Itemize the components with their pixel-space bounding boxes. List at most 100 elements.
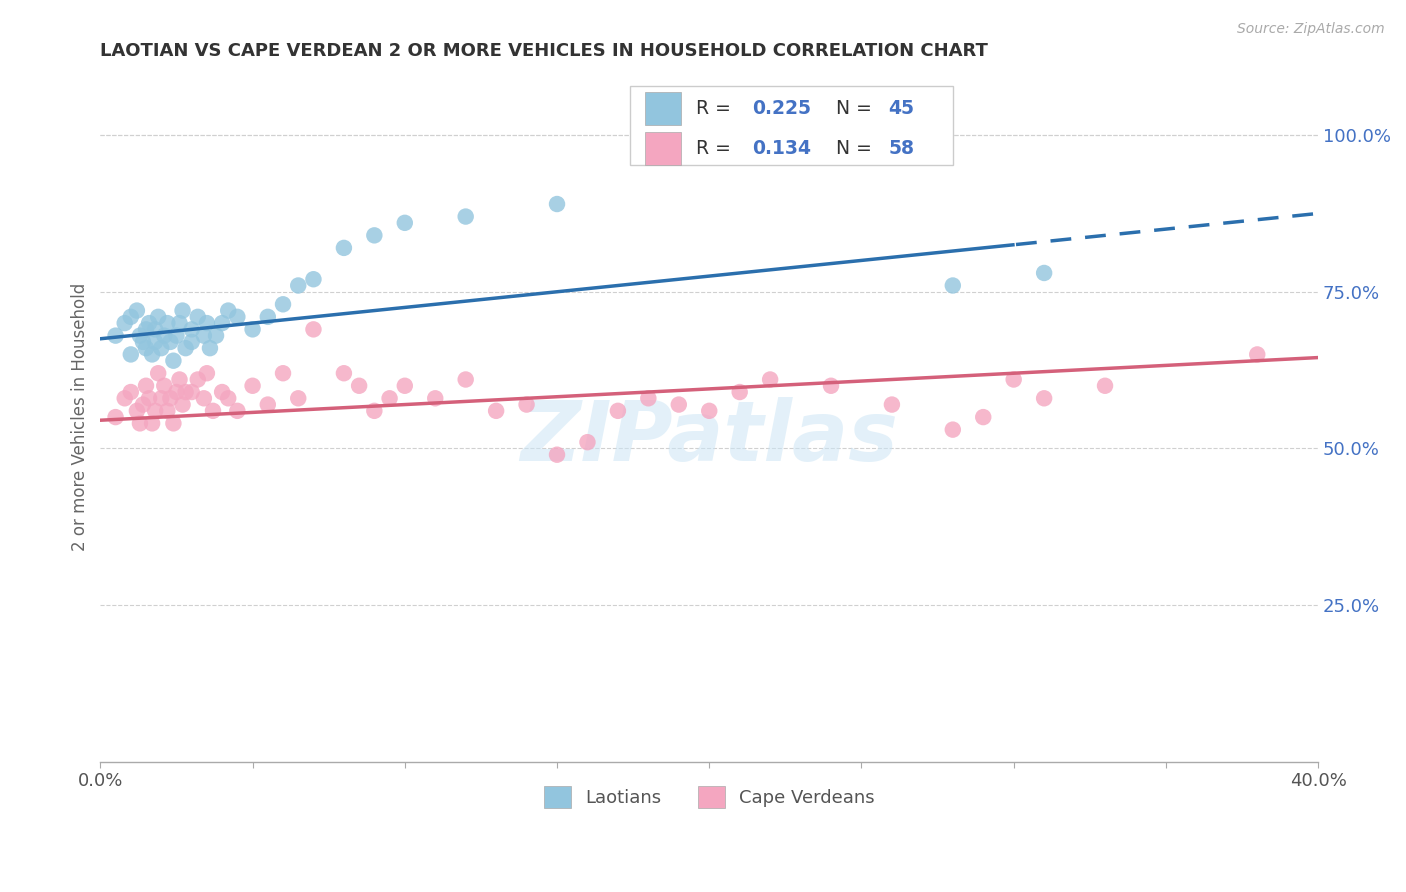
Text: N =: N =	[837, 138, 877, 158]
Point	[972, 410, 994, 425]
Point	[125, 303, 148, 318]
Point	[363, 228, 385, 243]
Point	[193, 392, 215, 406]
Point	[162, 417, 184, 431]
Point	[347, 378, 370, 392]
Point	[135, 341, 157, 355]
Bar	[645, 92, 682, 125]
Point	[114, 392, 136, 406]
Point	[1033, 392, 1056, 406]
Point	[120, 347, 142, 361]
Point	[180, 322, 202, 336]
Point	[333, 241, 356, 255]
Point	[143, 404, 166, 418]
Point	[546, 197, 568, 211]
Point	[668, 398, 690, 412]
Text: N =: N =	[837, 99, 877, 118]
Point	[135, 378, 157, 392]
Point	[187, 310, 209, 324]
Point	[201, 404, 224, 418]
Point	[728, 384, 751, 399]
Point	[211, 384, 233, 399]
Point	[333, 366, 356, 380]
Text: ZIPatlas: ZIPatlas	[520, 397, 898, 478]
Point	[942, 423, 965, 437]
Point	[242, 378, 264, 392]
Point	[104, 328, 127, 343]
Point	[148, 366, 170, 380]
Point	[159, 334, 181, 349]
Point	[1033, 266, 1056, 280]
Point	[150, 392, 173, 406]
Point	[166, 328, 188, 343]
Point	[138, 392, 160, 406]
Point	[193, 328, 215, 343]
Point	[759, 372, 782, 386]
Point	[143, 322, 166, 336]
Point	[394, 216, 416, 230]
Text: 45: 45	[889, 99, 914, 118]
Y-axis label: 2 or more Vehicles in Household: 2 or more Vehicles in Household	[72, 283, 89, 551]
Point	[546, 448, 568, 462]
Point	[156, 316, 179, 330]
Point	[217, 392, 239, 406]
Point	[138, 316, 160, 330]
Point	[394, 378, 416, 392]
Point	[129, 328, 152, 343]
Point	[820, 378, 842, 392]
Text: R =: R =	[696, 99, 737, 118]
Point	[205, 328, 228, 343]
Point	[942, 278, 965, 293]
Point	[271, 366, 294, 380]
Point	[363, 404, 385, 418]
Point	[256, 398, 278, 412]
Point	[174, 384, 197, 399]
Point	[606, 404, 628, 418]
Point	[153, 328, 176, 343]
Point	[217, 303, 239, 318]
Point	[454, 372, 477, 386]
Point	[1094, 378, 1116, 392]
Point	[211, 316, 233, 330]
Point	[143, 334, 166, 349]
Point	[287, 392, 309, 406]
Bar	[645, 131, 682, 165]
Point	[516, 398, 538, 412]
Point	[256, 310, 278, 324]
Point	[125, 404, 148, 418]
Point	[141, 417, 163, 431]
Point	[302, 322, 325, 336]
Text: 0.134: 0.134	[752, 138, 811, 158]
Point	[425, 392, 447, 406]
Point	[120, 384, 142, 399]
Point	[1002, 372, 1025, 386]
Point	[162, 353, 184, 368]
Point	[1246, 347, 1268, 361]
Point	[135, 322, 157, 336]
Point	[576, 435, 599, 450]
Point	[120, 310, 142, 324]
Text: 58: 58	[889, 138, 914, 158]
Point	[166, 384, 188, 399]
Point	[180, 384, 202, 399]
Text: LAOTIAN VS CAPE VERDEAN 2 OR MORE VEHICLES IN HOUSEHOLD CORRELATION CHART: LAOTIAN VS CAPE VERDEAN 2 OR MORE VEHICL…	[100, 42, 988, 60]
Legend: Laotians, Cape Verdeans: Laotians, Cape Verdeans	[537, 779, 882, 814]
Point	[195, 366, 218, 380]
Point	[141, 347, 163, 361]
Point	[172, 398, 194, 412]
Point	[226, 404, 249, 418]
Point	[697, 404, 720, 418]
Point	[129, 417, 152, 431]
Text: Source: ZipAtlas.com: Source: ZipAtlas.com	[1237, 22, 1385, 37]
Point	[148, 310, 170, 324]
Point	[287, 278, 309, 293]
Point	[104, 410, 127, 425]
Text: R =: R =	[696, 138, 737, 158]
Point	[114, 316, 136, 330]
FancyBboxPatch shape	[630, 87, 953, 166]
Point	[226, 310, 249, 324]
Point	[485, 404, 508, 418]
Point	[153, 378, 176, 392]
Point	[454, 210, 477, 224]
Point	[195, 316, 218, 330]
